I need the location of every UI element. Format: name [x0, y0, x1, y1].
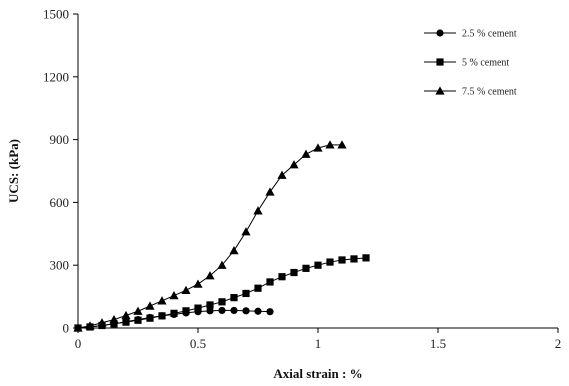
x-tick-label: 1.5	[430, 336, 446, 351]
data-point-square	[350, 255, 358, 263]
data-point-triangle	[205, 271, 215, 280]
data-point-triangle	[157, 296, 167, 305]
data-point-square	[206, 301, 214, 309]
data-point-circle	[242, 307, 250, 315]
data-point-triangle	[181, 285, 191, 294]
data-point-triangle	[313, 143, 323, 152]
legend-marker-square	[436, 58, 444, 66]
x-tick-label: 0.5	[190, 336, 206, 351]
data-point-triangle	[277, 170, 287, 179]
data-point-circle	[206, 307, 214, 315]
y-tick-label: 1200	[43, 69, 69, 84]
data-point-square	[158, 312, 166, 320]
x-tick-label: 2	[555, 336, 562, 351]
data-point-square	[194, 304, 202, 312]
data-point-square	[326, 258, 334, 266]
data-point-triangle	[289, 160, 299, 169]
legend-marker-triangle	[435, 86, 445, 95]
legend-item-square: 5 % cement	[424, 58, 509, 69]
data-point-triangle	[169, 290, 179, 300]
data-point-square	[254, 284, 262, 292]
data-point-square	[290, 268, 298, 277]
plot-area: 0 0.5 1 1.5 2 0 300 600 900 1200 1500	[43, 7, 561, 352]
y-tick-label: 600	[50, 195, 70, 210]
legend-label: 7.5 % cement	[462, 87, 517, 98]
data-point-triangle	[121, 310, 131, 320]
x-tick-label: 1	[315, 336, 322, 351]
data-point-circle	[230, 306, 238, 315]
data-point-triangle	[109, 315, 119, 324]
data-point-square	[218, 298, 226, 306]
y-ticks: 0 300 600 900 1200 1500	[43, 7, 78, 336]
data-point-triangle	[229, 245, 239, 255]
data-point-triangle	[193, 279, 203, 288]
series-line-triangle	[77, 144, 342, 329]
data-point-triangle	[85, 321, 95, 330]
data-point-square	[278, 273, 286, 281]
y-tick-label: 0	[63, 321, 70, 336]
series-square	[74, 254, 370, 332]
data-point-triangle	[97, 318, 107, 327]
data-point-triangle	[145, 301, 155, 310]
series-layer	[73, 140, 370, 332]
data-point-triangle	[337, 140, 347, 149]
legend-label: 2.5 % cement	[462, 29, 517, 40]
x-axis-title: Axial strain : %	[273, 366, 362, 381]
legend: 2.5 % cement 5 % cement 7.5 % cement	[424, 29, 517, 98]
data-point-triangle	[253, 206, 263, 215]
data-point-square	[110, 320, 118, 328]
data-point-square	[134, 316, 142, 324]
legend-label: 5 % cement	[462, 58, 509, 69]
x-tick-label: 0	[75, 336, 82, 351]
data-point-circle	[218, 306, 226, 315]
data-point-square	[146, 314, 154, 322]
data-point-square	[266, 278, 274, 286]
data-point-triangle	[73, 323, 83, 332]
data-point-triangle	[217, 260, 227, 269]
legend-item-circle: 2.5 % cement	[424, 29, 517, 40]
data-point-circle	[266, 308, 274, 316]
data-point-square	[302, 264, 310, 272]
data-point-square	[122, 318, 130, 326]
series-triangle	[73, 140, 347, 332]
y-tick-label: 300	[50, 258, 70, 273]
x-ticks: 0 0.5 1 1.5 2	[75, 328, 562, 351]
data-point-circle	[254, 307, 262, 315]
data-point-square	[230, 294, 238, 302]
data-point-triangle	[301, 149, 311, 158]
data-point-triangle	[325, 140, 335, 149]
data-point-triangle	[265, 187, 275, 196]
data-point-triangle	[133, 306, 143, 315]
data-point-triangle	[241, 227, 251, 236]
data-point-square	[338, 256, 346, 264]
data-point-square	[314, 261, 322, 269]
legend-item-triangle: 7.5 % cement	[424, 86, 517, 98]
data-point-square	[362, 254, 370, 262]
data-point-square	[182, 307, 190, 315]
legend-marker-circle	[436, 29, 444, 37]
data-point-square	[242, 289, 250, 298]
y-axis-title: UCS: (kPa)	[6, 139, 21, 203]
y-tick-label: 900	[50, 132, 70, 147]
data-point-square	[170, 309, 178, 317]
y-tick-label: 1500	[43, 7, 69, 22]
